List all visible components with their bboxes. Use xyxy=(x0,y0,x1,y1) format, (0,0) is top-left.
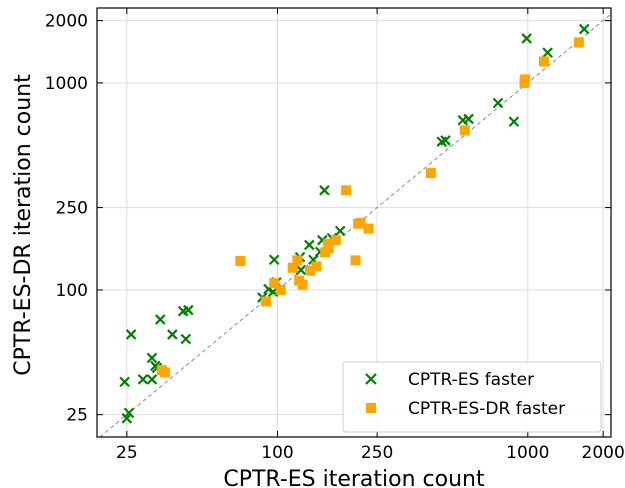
x-tick-label: 25 xyxy=(116,443,138,463)
point-cptr-es-dr-faster xyxy=(292,255,303,266)
point-cptr-es-faster xyxy=(180,333,192,345)
y-tick-label: 100 xyxy=(56,281,88,301)
y-axis-label: CPTR-ES-DR iteration count xyxy=(11,74,36,376)
point-cptr-es-dr-faster xyxy=(297,279,308,290)
point-cptr-es-faster xyxy=(492,97,504,109)
legend-marker-cptr-es-faster xyxy=(365,373,377,385)
x-tick-label: 1000 xyxy=(506,443,549,463)
point-cptr-es-faster xyxy=(319,185,330,196)
point-cptr-es-faster xyxy=(463,113,474,125)
legend-label-cptr-es-dr-faster: CPTR-ES-DR faster xyxy=(408,399,565,419)
point-cptr-es-dr-faster xyxy=(323,243,334,254)
point-cptr-es-faster xyxy=(146,374,158,385)
data-points xyxy=(119,23,590,424)
x-tick-label: 100 xyxy=(261,443,293,463)
point-cptr-es-dr-faster xyxy=(520,74,531,85)
point-cptr-es-faster xyxy=(542,47,553,58)
point-cptr-es-dr-faster xyxy=(355,217,366,228)
point-cptr-es-dr-faster xyxy=(287,262,298,273)
point-cptr-es-dr-faster xyxy=(235,256,246,267)
point-cptr-es-dr-faster xyxy=(330,235,341,246)
point-cptr-es-dr-faster xyxy=(261,296,272,307)
point-cptr-es-faster xyxy=(146,352,158,364)
point-cptr-es-dr-faster xyxy=(573,37,584,48)
point-cptr-es-dr-faster xyxy=(363,223,374,234)
point-cptr-es-dr-faster xyxy=(425,168,436,179)
y-tick-label: 25 xyxy=(66,406,88,426)
point-cptr-es-dr-faster xyxy=(311,261,322,272)
point-cptr-es-dr-faster xyxy=(459,125,470,136)
y-tick-label: 2000 xyxy=(45,12,88,32)
legend-marker-cptr-es-dr-faster xyxy=(366,403,376,413)
plot-frame xyxy=(96,7,612,438)
point-cptr-es-faster xyxy=(123,407,135,419)
y-tick-label: 250 xyxy=(56,199,88,219)
point-cptr-es-dr-faster xyxy=(269,278,280,289)
point-cptr-es-faster xyxy=(440,135,451,146)
point-cptr-es-dr-faster xyxy=(341,185,352,196)
legend-box xyxy=(342,361,602,433)
legend: CPTR-ES faster CPTR-ES-DR faster xyxy=(342,361,602,433)
point-cptr-es-dr-faster xyxy=(305,265,316,276)
point-cptr-es-faster xyxy=(182,304,194,316)
point-cptr-es-faster xyxy=(119,376,130,388)
y-tick-label: 1000 xyxy=(45,74,88,94)
x-tick-label: 2000 xyxy=(582,443,625,463)
point-cptr-es-dr-faster xyxy=(350,255,361,266)
axis-ticks xyxy=(97,8,611,437)
tick-labels: 25 100 250 1000 2000 25 100 250 1000 2000 xyxy=(45,12,625,463)
point-cptr-es-dr-faster xyxy=(159,367,170,378)
point-cptr-es-faster xyxy=(137,374,149,385)
x-tick-label: 250 xyxy=(361,443,393,463)
point-cptr-es-faster xyxy=(578,23,590,35)
point-cptr-es-faster xyxy=(521,33,532,44)
point-cptr-es-faster xyxy=(268,254,280,266)
point-cptr-es-faster xyxy=(334,225,346,237)
x-axis-label: CPTR-ES iteration count xyxy=(223,467,485,488)
point-cptr-es-dr-faster xyxy=(275,284,286,295)
point-cptr-es-faster xyxy=(304,239,315,251)
point-cptr-es-faster xyxy=(508,116,520,127)
point-cptr-es-faster xyxy=(295,264,307,276)
point-cptr-es-dr-faster xyxy=(538,56,549,67)
point-cptr-es-faster xyxy=(121,413,133,424)
point-cptr-es-faster xyxy=(154,314,166,325)
point-cptr-es-faster xyxy=(167,329,178,340)
legend-label-cptr-es-faster: CPTR-ES faster xyxy=(408,370,534,390)
point-cptr-es-faster xyxy=(125,329,137,340)
